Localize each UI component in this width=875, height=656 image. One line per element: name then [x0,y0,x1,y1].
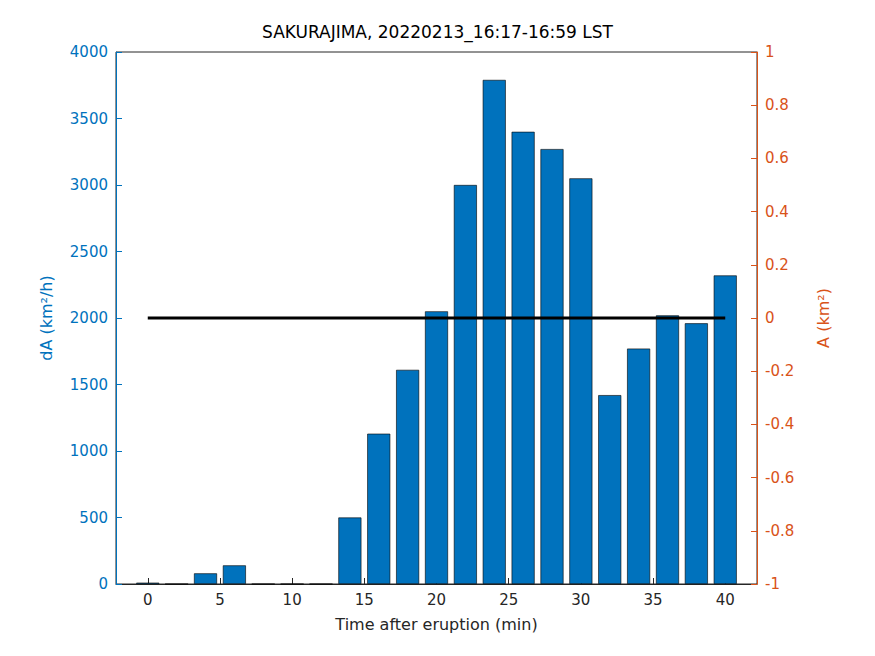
svg-text:3000: 3000 [70,176,108,194]
svg-text:0: 0 [765,309,775,327]
svg-text:-0.8: -0.8 [765,522,794,540]
svg-text:2000: 2000 [70,309,108,327]
svg-text:Time after eruption (min): Time after eruption (min) [334,615,537,634]
svg-text:500: 500 [79,509,108,527]
svg-text:-0.2: -0.2 [765,362,794,380]
svg-text:0.4: 0.4 [765,203,789,221]
svg-text:4000: 4000 [70,43,108,61]
svg-text:SAKURAJIMA, 20220213_16:17-16:: SAKURAJIMA, 20220213_16:17-16:59 LST [262,22,614,43]
svg-text:0.2: 0.2 [765,256,789,274]
svg-text:-0.6: -0.6 [765,469,794,487]
svg-text:15: 15 [355,591,374,609]
svg-text:1000: 1000 [70,442,108,460]
svg-text:-1: -1 [765,575,780,593]
svg-text:A (km²): A (km²) [814,288,833,348]
svg-text:5: 5 [215,591,225,609]
svg-text:3500: 3500 [70,110,108,128]
svg-text:2500: 2500 [70,243,108,261]
svg-text:40: 40 [716,591,735,609]
svg-text:25: 25 [499,591,518,609]
svg-text:-0.4: -0.4 [765,415,794,433]
svg-text:0.8: 0.8 [765,96,789,114]
svg-text:0: 0 [98,575,108,593]
svg-text:0.6: 0.6 [765,149,789,167]
svg-text:20: 20 [427,591,446,609]
svg-text:10: 10 [283,591,302,609]
svg-text:35: 35 [644,591,663,609]
svg-text:30: 30 [571,591,590,609]
svg-text:1: 1 [765,43,775,61]
svg-text:dA (km²/h): dA (km²/h) [37,275,56,360]
svg-text:1500: 1500 [70,376,108,394]
svg-text:0: 0 [143,591,153,609]
